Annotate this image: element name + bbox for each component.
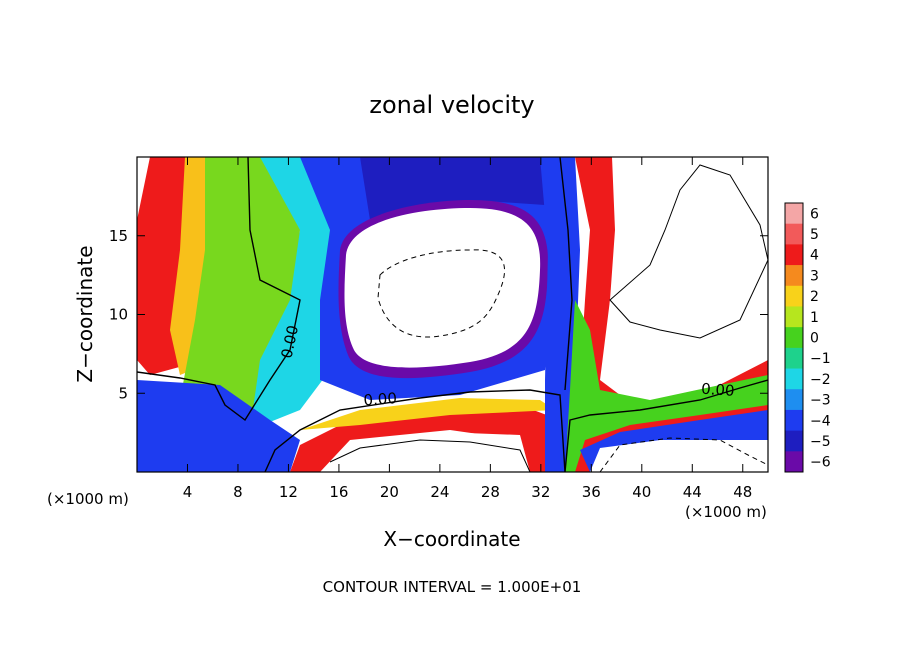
field-bottom-right-white (590, 440, 768, 472)
field-bottom-white-strip (330, 432, 530, 472)
contour-zero-bottom (264, 389, 566, 472)
chart-title: zonal velocity (369, 91, 534, 119)
contour-dashed-bottom-right (599, 437, 768, 472)
contour-thin-right (609, 164, 768, 339)
field-right-white (605, 157, 768, 382)
y-axis-label: Z−coordinate (73, 245, 97, 382)
colorbar-label: 4 (810, 248, 819, 264)
x-unit-left: (×1000 m) (47, 490, 129, 508)
x-tick-label: 28 (481, 483, 500, 501)
colorbar-swatch (785, 389, 803, 411)
x-tick-label: 36 (582, 483, 601, 501)
colorbar-frame (784, 202, 804, 473)
field-bottom-left-blue (137, 380, 300, 472)
colorbar-swatch (785, 223, 803, 245)
x-tick-label: 32 (531, 483, 550, 501)
colorbar-label: 5 (810, 227, 819, 243)
x-tick-label: 4 (183, 483, 193, 501)
colorbar-swatch (785, 451, 803, 473)
colorbar-label: 0 (810, 331, 819, 347)
contour-label: 0.00 (363, 389, 398, 409)
colorbar-label: 6 (810, 206, 819, 222)
colorbar-label: −2 (810, 372, 831, 388)
y-tick-label: 15 (109, 227, 128, 245)
colorbar-swatch (785, 347, 803, 370)
colorbar-swatch (785, 409, 803, 432)
colorbar-swatch (785, 430, 803, 452)
x-tick-label: 24 (430, 483, 449, 501)
x-tick-label: 20 (380, 483, 399, 501)
y-axis-ticks: 5 10 15 (109, 227, 768, 402)
contour-zero-left (137, 157, 301, 422)
x-tick-label: 44 (683, 483, 702, 501)
contour-dashed-center (377, 249, 505, 338)
colorbar-label: 3 (810, 268, 819, 284)
colorbar-swatch (785, 306, 803, 328)
x-tick-label: 40 (632, 483, 651, 501)
x-axis-label: X−coordinate (383, 527, 520, 551)
footer-contour-interval: CONTOUR INTERVAL = 1.000E+01 (323, 578, 582, 596)
colorbar-label: −1 (810, 351, 831, 367)
x-tick-label: 16 (329, 483, 348, 501)
colorbar-label: 2 (810, 289, 819, 305)
colorbar-swatch (785, 244, 803, 266)
field-right-green-band (565, 300, 768, 472)
colorbar-label: −5 (810, 434, 831, 450)
colorbar-swatch (785, 285, 803, 307)
colorbar-label: −4 (810, 413, 831, 429)
colorbar-label: −6 (810, 455, 831, 471)
field-bottom-yellow-strip (300, 398, 555, 430)
colorbar-label: 1 (810, 310, 819, 326)
colorbar-swatch (785, 327, 803, 349)
colorbar: 6 5 4 3 2 1 0 −1 −2 −3 −4 −5 −6 (784, 202, 831, 473)
field-center-white-core (344, 208, 541, 368)
colorbar-label: −3 (810, 393, 831, 409)
colorbar-swatch (785, 203, 803, 225)
colorbar-swatch (785, 368, 803, 390)
contour-zero-column (559, 157, 573, 391)
y-tick-label: 5 (118, 384, 128, 402)
x-axis-ticks: 4 8 12 16 20 24 28 32 36 40 44 48 (183, 157, 752, 501)
contour-thin-bottom (329, 439, 531, 472)
plot-area (137, 157, 768, 472)
x-tick-label: 8 (233, 483, 243, 501)
x-tick-label: 12 (279, 483, 298, 501)
x-tick-label: 48 (733, 483, 752, 501)
contour-zero-right (564, 379, 768, 472)
field-top-darkblue (360, 157, 555, 220)
x-unit-right: (×1000 m) (685, 503, 767, 521)
colorbar-swatch (785, 265, 803, 287)
y-tick-label: 10 (109, 306, 128, 324)
contour-label: 0.00 (701, 380, 736, 400)
